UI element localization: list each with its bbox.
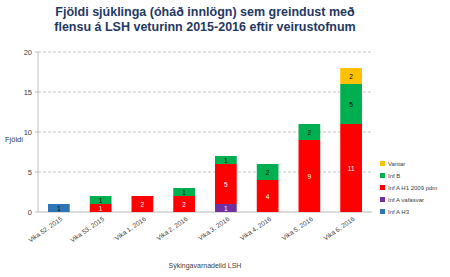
- bar-segment: [299, 124, 321, 140]
- category-label: Vika 52, 2015: [27, 215, 64, 244]
- x-axis: [38, 212, 372, 213]
- legend-label: Inf A H3: [388, 209, 410, 215]
- bar-segment: [132, 196, 154, 212]
- bar-segment: [132, 196, 154, 197]
- grid-line: [38, 92, 372, 93]
- legend-swatch: [380, 209, 385, 214]
- bar-segment: [257, 164, 279, 180]
- bar-segment: [215, 164, 237, 204]
- legend-swatch: [380, 173, 385, 178]
- category-label: Vika 53, 2015: [69, 215, 106, 244]
- bar-segment: [299, 140, 321, 212]
- grid-line: [38, 52, 372, 53]
- y-axis-title: Fjöldi: [5, 135, 23, 144]
- data-label: 2: [349, 73, 353, 80]
- tick-label: 10: [24, 128, 32, 137]
- tick-label: 5: [28, 168, 32, 177]
- tick-mark: [35, 52, 38, 53]
- title: Fjöldi sjúklinga (óháð innlögn) sem grei…: [54, 5, 355, 34]
- category-label: Vika 5, 2016: [280, 215, 314, 242]
- category-label: Vika 6, 2016: [322, 215, 356, 242]
- data-label: 11: [348, 165, 355, 172]
- x-axis-title: Sýkingavarnadeild LSH: [169, 262, 242, 270]
- data-label: 1: [224, 205, 228, 212]
- legend-label: Inf B: [388, 173, 400, 179]
- legend-label: Inf A vafasvar: [388, 197, 424, 203]
- data-label: 5: [224, 181, 228, 188]
- tick-mark: [35, 132, 38, 133]
- category-label: Vika 2, 2016: [155, 215, 189, 242]
- chart: Fjöldi sjúklinga (óháð innlögn) sem grei…: [0, 0, 450, 277]
- y-axis: [38, 52, 39, 212]
- category-label: Vika 3, 2016: [197, 215, 231, 242]
- data-label: 1: [182, 189, 186, 196]
- title-line: Fjöldi sjúklinga (óháð innlögn) sem grei…: [55, 5, 355, 19]
- legend-label: Inf A H1 2009 pdm: [388, 185, 437, 191]
- bar-segment: [173, 188, 195, 196]
- data-label: 1: [99, 205, 103, 212]
- bar-segment: [299, 124, 321, 125]
- bar-segment: [90, 204, 112, 212]
- bar-segment: [215, 156, 237, 164]
- bar-segment: [48, 204, 70, 212]
- data-label: 2: [182, 201, 186, 208]
- tick-mark: [35, 92, 38, 93]
- data-label: 1: [99, 197, 103, 204]
- bars: [48, 68, 362, 212]
- data-label: 9: [308, 173, 312, 180]
- title-line: flensu á LSH veturinn 2015-2016 eftir ve…: [54, 20, 355, 34]
- bar-segment: [340, 68, 362, 84]
- data-label: 5: [349, 101, 353, 108]
- data-label: 4: [266, 193, 270, 200]
- data-label: 1: [57, 205, 61, 212]
- category-label: Vika 4, 2016: [239, 215, 273, 242]
- data-label: 2: [308, 129, 312, 136]
- bar-segment: [173, 196, 195, 212]
- data-label: 1: [224, 157, 228, 164]
- legend-swatch: [380, 185, 385, 190]
- legend-label: Vantar: [388, 161, 405, 167]
- bar-segment: [215, 204, 237, 212]
- tick-mark: [35, 172, 38, 173]
- bar-segment: [257, 164, 279, 165]
- data-label: 2: [266, 169, 270, 176]
- category-label: Vika 1, 2016: [113, 215, 147, 242]
- tick-mark: [35, 212, 38, 213]
- grid-line: [38, 172, 372, 173]
- legend-swatch: [380, 197, 385, 202]
- bar-segment: [132, 196, 154, 197]
- bar-segment: [257, 180, 279, 212]
- bar-segment: [90, 196, 112, 204]
- bar-segment: [340, 84, 362, 124]
- bar-segment: [340, 124, 362, 212]
- data-label: 2: [141, 201, 145, 208]
- tick-label: 15: [24, 88, 32, 97]
- legend-swatch: [380, 161, 385, 166]
- tick-label: 20: [24, 48, 32, 57]
- grid-line: [38, 132, 372, 133]
- tick-label: 0: [28, 208, 32, 217]
